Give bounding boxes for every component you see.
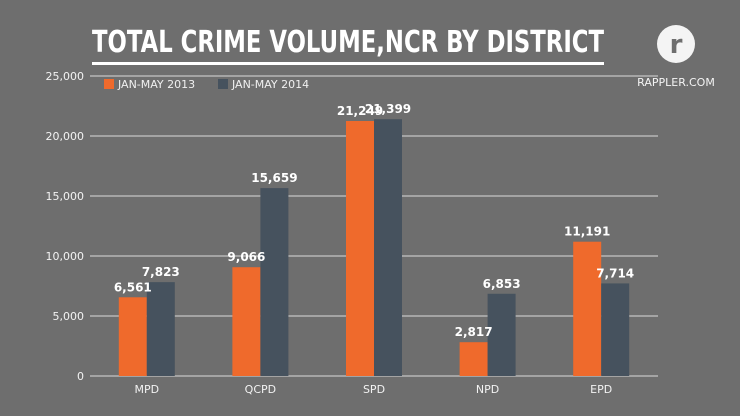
- legend-label: JAN-MAY 2014: [231, 78, 309, 91]
- data-label: 15,659: [251, 171, 297, 185]
- bar-spd-series-1: [346, 121, 374, 377]
- data-label: 6,561: [114, 280, 152, 294]
- legend-label: JAN-MAY 2013: [117, 78, 195, 91]
- x-tick-label: QCPD: [245, 383, 276, 396]
- chart-title: TOTAL CRIME VOLUME,NCR BY DISTRICT: [92, 25, 604, 60]
- rappler-brand-text: RAPPLER.COM: [637, 76, 715, 89]
- rappler-logo-letter: r: [670, 30, 683, 60]
- y-tick-label: 25,000: [46, 70, 85, 83]
- y-tick-label: 5,000: [53, 310, 85, 323]
- bar-qcpd-series-2: [260, 188, 289, 376]
- bar-npd-series-1: [459, 342, 488, 376]
- y-tick-label: 20,000: [46, 130, 85, 143]
- x-tick-label: MPD: [134, 383, 159, 396]
- rappler-logo-icon: [657, 25, 695, 63]
- data-label: 7,823: [142, 265, 180, 279]
- legend: JAN-MAY 2013 JAN-MAY 2014: [104, 78, 309, 91]
- bar-epd-series-1: [573, 241, 602, 376]
- x-tick-label: EPD: [590, 383, 612, 396]
- bar-mpd-series-1: [118, 297, 147, 376]
- x-tick-label: SPD: [363, 383, 385, 396]
- bars-layer: [118, 119, 630, 377]
- title-underline: [92, 62, 604, 65]
- bar-epd-series-2: [601, 283, 630, 376]
- data-label: 21,399: [365, 102, 411, 116]
- x-tick-label: NPD: [476, 383, 499, 396]
- data-label: 2,817: [455, 325, 493, 339]
- data-label: 11,191: [564, 225, 610, 239]
- y-tick-label: 10,000: [46, 250, 85, 263]
- bar-spd-series-2: [374, 119, 402, 376]
- bar-npd-series-2: [487, 293, 516, 376]
- data-label: 21,249: [337, 104, 383, 118]
- rappler-logo: r RAPPLER.COM: [637, 25, 715, 89]
- data-label: 9,066: [227, 250, 265, 264]
- legend-swatch: [218, 79, 228, 89]
- legend-swatch: [104, 79, 114, 89]
- bar-qcpd-series-1: [232, 267, 261, 376]
- data-label: 7,714: [596, 266, 634, 280]
- y-tick-label: 0: [77, 370, 84, 383]
- data-label: 6,853: [483, 277, 521, 291]
- bar-mpd-series-2: [146, 282, 175, 376]
- y-tick-label: 15,000: [46, 190, 85, 203]
